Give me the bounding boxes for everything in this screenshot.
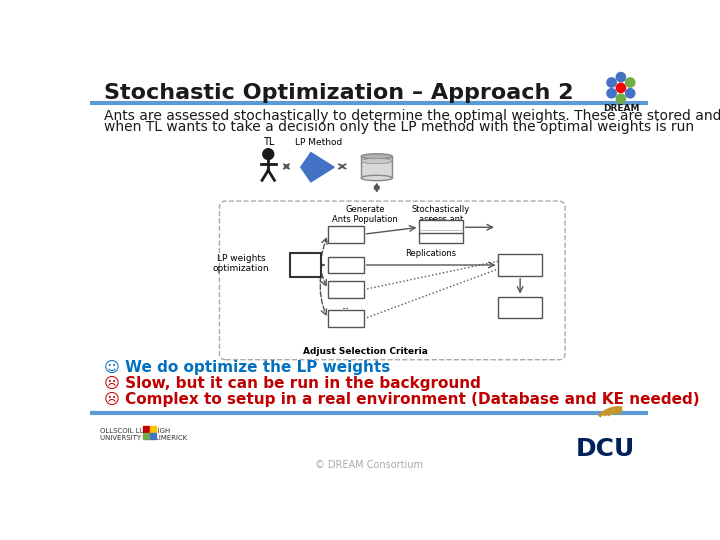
Text: ☹ Slow, but it can be run in the background: ☹ Slow, but it can be run in the backgro… xyxy=(104,376,481,391)
Text: Ants are assessed stochastically to determine the optimal weights. These are sto: Ants are assessed stochastically to dete… xyxy=(104,109,720,123)
Text: Set N: Set N xyxy=(333,314,358,323)
FancyBboxPatch shape xyxy=(328,226,364,242)
Text: Set 3: Set 3 xyxy=(334,285,358,294)
Ellipse shape xyxy=(361,154,392,159)
Text: Stochastically
assess ant: Stochastically assess ant xyxy=(412,205,470,224)
Text: LP Method: LP Method xyxy=(295,138,342,147)
Circle shape xyxy=(626,89,635,98)
FancyBboxPatch shape xyxy=(290,253,321,278)
Text: ..: .. xyxy=(342,299,350,312)
FancyBboxPatch shape xyxy=(419,220,463,234)
Circle shape xyxy=(607,78,616,87)
Circle shape xyxy=(616,83,626,92)
FancyBboxPatch shape xyxy=(498,296,542,318)
FancyBboxPatch shape xyxy=(328,310,364,327)
Circle shape xyxy=(607,89,616,98)
Text: LP weights
optimization: LP weights optimization xyxy=(213,254,269,273)
Text: Stochastic Optimization – Approach 2: Stochastic Optimization – Approach 2 xyxy=(104,83,573,103)
Bar xyxy=(361,157,392,178)
Text: ☹ Complex to setup in a real environment (Database and KE needed): ☹ Complex to setup in a real environment… xyxy=(104,392,700,407)
Text: Ranking: Ranking xyxy=(500,260,540,270)
Bar xyxy=(143,426,149,432)
FancyBboxPatch shape xyxy=(419,233,463,244)
Text: DCU: DCU xyxy=(576,437,635,461)
Circle shape xyxy=(616,72,626,82)
Text: Markov
Model: Markov Model xyxy=(427,218,455,237)
Text: Generate
Ants Population: Generate Ants Population xyxy=(332,205,398,224)
Text: Set 2: Set 2 xyxy=(334,260,358,269)
FancyBboxPatch shape xyxy=(498,254,542,276)
Polygon shape xyxy=(301,153,334,182)
Text: ACO: ACO xyxy=(292,260,318,270)
Ellipse shape xyxy=(361,158,392,164)
Bar xyxy=(143,433,149,439)
Text: © DREAM Consortium: © DREAM Consortium xyxy=(315,460,423,470)
Circle shape xyxy=(616,94,626,103)
Text: OLLSCOIL LUIMNIGH
UNIVERSITY OF LIMERICK: OLLSCOIL LUIMNIGH UNIVERSITY OF LIMERICK xyxy=(100,428,187,441)
Text: LP Method: LP Method xyxy=(421,233,461,242)
Text: Set 1: Set 1 xyxy=(334,230,358,239)
Bar xyxy=(150,426,156,432)
Text: when TL wants to take a decision only the LP method with the optimal weights is : when TL wants to take a decision only th… xyxy=(104,120,694,134)
Circle shape xyxy=(263,148,274,159)
Text: Adjust Selection Criteria: Adjust Selection Criteria xyxy=(302,347,428,356)
Bar xyxy=(150,433,156,439)
Text: DREAM: DREAM xyxy=(603,104,639,113)
Text: TL: TL xyxy=(263,137,274,147)
Ellipse shape xyxy=(361,176,392,181)
Text: ☺ We do optimize the LP weights: ☺ We do optimize the LP weights xyxy=(104,360,390,375)
FancyBboxPatch shape xyxy=(328,281,364,298)
FancyBboxPatch shape xyxy=(328,256,364,273)
Circle shape xyxy=(626,78,635,87)
Text: Selection: Selection xyxy=(498,302,543,312)
Text: Replications: Replications xyxy=(405,249,456,258)
